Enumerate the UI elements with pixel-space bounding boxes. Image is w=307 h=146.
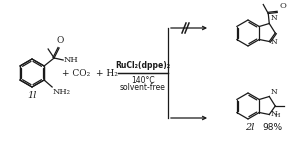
Text: 2l: 2l xyxy=(245,122,255,132)
Text: H: H xyxy=(274,113,280,118)
Text: RuCl₂(dppe)₂: RuCl₂(dppe)₂ xyxy=(115,61,171,70)
Text: NH₂: NH₂ xyxy=(52,88,70,96)
Text: N: N xyxy=(270,38,277,46)
Text: 140°C: 140°C xyxy=(131,76,155,85)
Text: NH: NH xyxy=(63,56,78,64)
Text: + CO₂  + H₂: + CO₂ + H₂ xyxy=(62,68,118,78)
Text: O: O xyxy=(279,2,286,11)
Text: 98%: 98% xyxy=(262,122,282,132)
Text: solvent-free: solvent-free xyxy=(120,83,166,92)
Text: N: N xyxy=(270,14,277,22)
Text: N: N xyxy=(270,111,277,119)
Text: 1l: 1l xyxy=(27,92,37,100)
Text: O: O xyxy=(56,36,64,45)
Text: N: N xyxy=(270,87,277,95)
